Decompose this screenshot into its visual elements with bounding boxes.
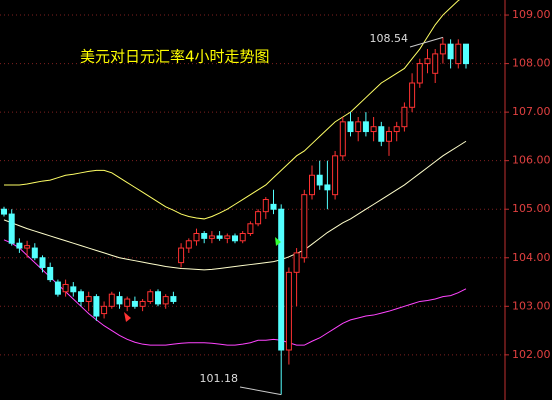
candle-body (24, 245, 31, 249)
candle-body (70, 286, 77, 293)
candle-body (131, 300, 138, 307)
y-tick-label: 102.00 (512, 348, 551, 361)
candle-body (178, 247, 185, 264)
annotation-line (239, 386, 282, 396)
candle-body (62, 283, 69, 293)
candle-body (162, 296, 169, 305)
candle-body (355, 121, 362, 133)
candle-body (393, 126, 400, 133)
candle-body (232, 235, 238, 242)
band-line (3, 239, 467, 346)
candle-body (401, 106, 408, 128)
annotation-label: 108.54 (370, 32, 409, 45)
candle-body (247, 223, 254, 234)
candle-body (108, 293, 115, 307)
candle-body (208, 235, 215, 239)
candle-body (362, 121, 369, 133)
candle-body (439, 43, 446, 55)
candle-body (386, 131, 392, 142)
sell-arrow (124, 312, 131, 322)
candle-body (309, 174, 315, 196)
candle-body (39, 257, 46, 268)
y-tick-label: 108.00 (512, 57, 551, 70)
candle-body (339, 121, 346, 157)
candle-body (424, 58, 431, 65)
candle-body (201, 232, 208, 239)
candle-body (255, 211, 262, 225)
candle-body (463, 43, 469, 65)
candle-body (116, 296, 123, 305)
candle-body (85, 296, 92, 302)
candle-body (270, 203, 277, 210)
candle-body (239, 232, 246, 242)
candle-body (262, 199, 269, 213)
buy-arrow (275, 237, 281, 246)
candle-body (139, 300, 146, 307)
candle-body (378, 126, 385, 142)
candle-body (370, 126, 377, 133)
candle-body (47, 266, 54, 281)
candle-body (432, 53, 439, 74)
candle-body (216, 235, 223, 239)
candle-body (409, 82, 416, 108)
candle-body (170, 296, 177, 302)
chart-title: 美元对日元汇率4小时走势图 (80, 48, 270, 66)
candle-body (8, 213, 15, 244)
y-tick-label: 109.00 (512, 8, 551, 21)
candle-body (332, 155, 339, 196)
candle-body (224, 235, 231, 239)
candle-body (101, 305, 108, 315)
candle-body (193, 232, 200, 242)
annotation-label: 101.18 (200, 372, 239, 385)
candle-body (293, 252, 300, 273)
candle-body (54, 281, 61, 295)
y-tick-label: 106.00 (512, 154, 551, 167)
candle-body (31, 247, 38, 259)
candle-body (316, 174, 323, 186)
candle-body (447, 43, 454, 60)
candle-body (347, 121, 354, 133)
y-tick-label: 103.00 (512, 299, 551, 312)
candle-body (278, 208, 285, 351)
candle-body (1, 208, 7, 215)
annotation-line (409, 36, 444, 48)
candle-body (147, 291, 154, 302)
band-line (3, 140, 467, 271)
y-tick-label: 107.00 (512, 105, 551, 118)
candle-body (416, 63, 423, 84)
candle-body (93, 296, 100, 317)
candle-body (324, 184, 331, 191)
plot-area (1, 0, 469, 395)
candle-body (124, 298, 131, 307)
candle-body (16, 242, 23, 249)
candle-body (301, 194, 308, 259)
candle-body (155, 291, 161, 305)
y-tick-label: 104.00 (512, 251, 551, 264)
candle-body (78, 291, 84, 302)
candle-body (285, 271, 292, 351)
band-line (4, 0, 461, 220)
candle-body (455, 43, 462, 65)
y-tick-label: 105.00 (512, 202, 551, 215)
candle-body (185, 240, 192, 249)
